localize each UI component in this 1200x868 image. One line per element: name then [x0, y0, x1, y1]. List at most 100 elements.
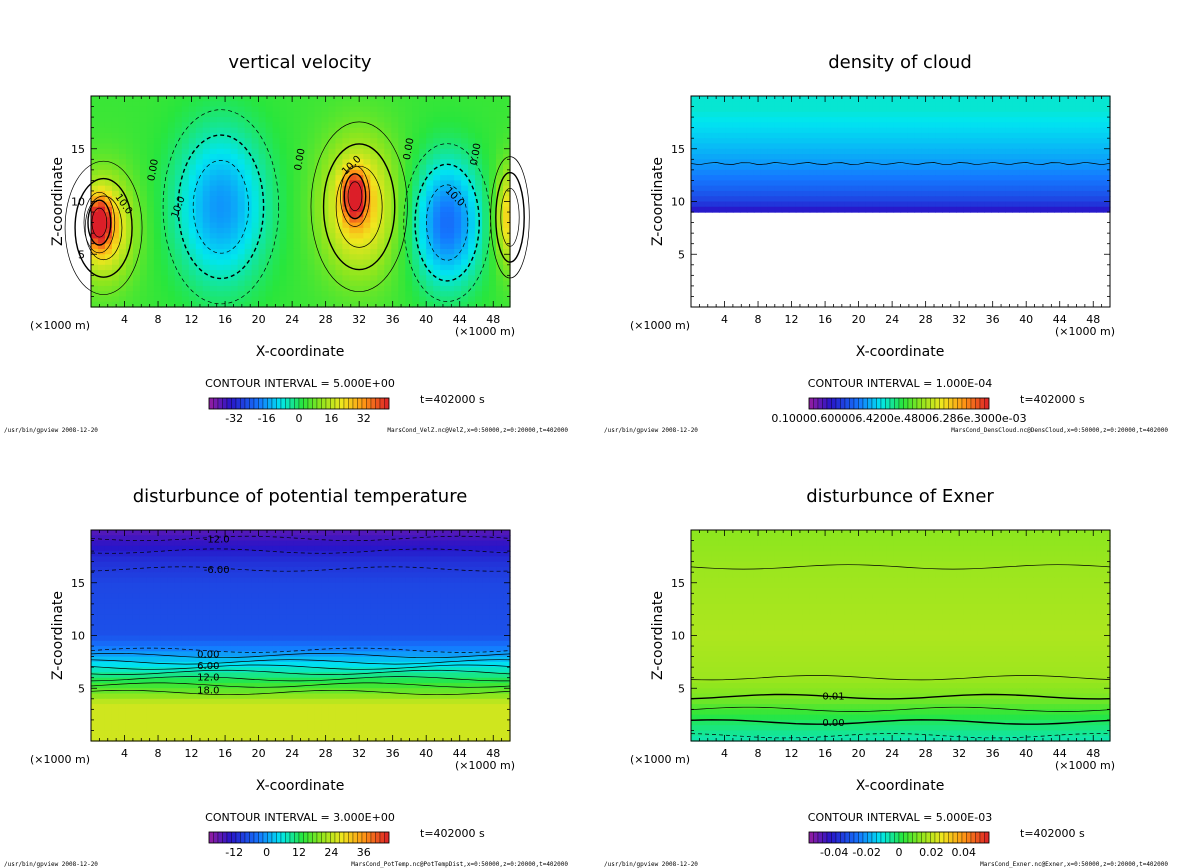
time-label: t=402000 s	[1020, 827, 1085, 840]
x-tick-label: 24	[285, 313, 299, 326]
contour-line	[322, 143, 396, 271]
x-tick-label: 4	[121, 313, 128, 326]
colorbar: -12 0 12 24 36	[208, 831, 390, 859]
colorbar-tick-label: 16	[324, 412, 338, 425]
contour-line	[87, 199, 112, 246]
colorbar-tick-label: -16	[258, 412, 276, 425]
x-tick-label: 32	[352, 313, 366, 326]
contour-line	[64, 160, 143, 295]
contour-line	[74, 177, 133, 278]
contour-line	[90, 659, 511, 665]
contour-line	[83, 191, 116, 254]
x-tick-label: 32	[952, 747, 966, 760]
footer-left: /usr/bin/gpview 2008-12-20	[4, 427, 98, 434]
colorbar-tick-label: 0	[263, 846, 270, 859]
x-axis-label: X-coordinate	[256, 778, 345, 794]
contour-interval: CONTOUR INTERVAL = 5.000E-03	[808, 811, 992, 824]
x-unit-label: (×1000 m)	[630, 753, 690, 766]
x-tick-label: 28	[919, 747, 933, 760]
contour-line	[192, 160, 249, 254]
contour-lines	[90, 535, 511, 696]
colorbar-tick-label: 0.02	[919, 846, 944, 859]
contour-lines	[64, 109, 530, 305]
x-tick-label: 48	[1086, 313, 1100, 326]
colorbar-tick-label: -12	[225, 846, 243, 859]
x-tick-label: 32	[952, 313, 966, 326]
footer-right: MarsCond_DensCloud.nc@DensCloud,x=0:5000…	[951, 427, 1168, 434]
x-tick-label: 36	[386, 313, 400, 326]
contour-label: 0.00	[469, 142, 484, 166]
contour-line	[84, 195, 123, 261]
contour-label: -12.0	[204, 534, 230, 545]
contour-label: 0.00	[402, 137, 417, 161]
y-tick-label: 10	[71, 630, 85, 643]
x-unit-label: (×1000 m)	[1055, 325, 1115, 338]
chart-title: disturbunce of Exner	[806, 486, 994, 507]
y-tick-label: 5	[678, 248, 685, 261]
chart-title: vertical velocity	[228, 52, 372, 73]
contour-line	[90, 676, 510, 682]
footer-left: /usr/bin/gpview 2008-12-20	[4, 861, 98, 868]
x-unit-label: (×1000 m)	[1055, 759, 1115, 772]
contour-line	[690, 693, 1111, 700]
x-tick-label: 40	[419, 313, 433, 326]
contour-line	[90, 664, 511, 670]
time-label: t=402000 s	[420, 393, 485, 406]
y-tick-label: 15	[671, 143, 685, 156]
contour-line	[690, 719, 1111, 725]
x-tick-label: 40	[1019, 313, 1033, 326]
x-tick-label: 48	[1086, 747, 1100, 760]
contour-label: 0.00	[146, 158, 161, 182]
x-tick-label: 44	[1053, 313, 1067, 326]
contour-line	[690, 161, 1111, 166]
footer-left: /usr/bin/gpview 2008-12-20	[604, 427, 698, 434]
contour-line	[690, 706, 1111, 712]
x-tick-label: 12	[785, 313, 799, 326]
colorbar-frame	[208, 831, 390, 844]
colorbar-frame	[808, 397, 990, 410]
contour-line	[162, 109, 280, 305]
heatmap-field	[691, 96, 1111, 213]
colorbar: -32 -16 0 16 32	[208, 397, 390, 425]
contour-label: 18.0	[197, 685, 219, 696]
x-tick-label: 20	[252, 747, 266, 760]
x-tick-label: 4	[721, 747, 728, 760]
colorbar-tick-label: 0.04	[952, 846, 977, 859]
x-tick-label: 36	[986, 747, 1000, 760]
colorbar-tick-label: 0.10000.600006.4200e.48006.286e.3000e-03	[771, 412, 1026, 425]
contour-line	[335, 165, 383, 248]
x-tick-label: 4	[721, 313, 728, 326]
contour-interval: CONTOUR INTERVAL = 1.000E-04	[808, 377, 992, 390]
y-axis-label: Z-coordinate	[650, 591, 666, 680]
y-tick-label: 15	[671, 577, 685, 590]
contour-line	[343, 173, 367, 220]
x-unit-label: (×1000 m)	[455, 325, 515, 338]
x-tick-label: 28	[319, 747, 333, 760]
contour-line	[426, 184, 469, 261]
panel-pottemp: disturbunce of potential temperature -12.…	[4, 486, 568, 868]
x-axis-label: X-coordinate	[856, 344, 945, 360]
footer-right: MarsCond_VelZ.nc@VelZ,x=0:50000,z=0:2000…	[387, 427, 568, 434]
colorbar-tick-label: -0.04	[820, 846, 848, 859]
y-tick-label: 15	[71, 143, 85, 156]
contour-label: 0.00	[197, 649, 219, 660]
y-tick-label: 15	[71, 577, 85, 590]
x-tick-label: 28	[319, 313, 333, 326]
x-tick-label: 8	[155, 313, 162, 326]
x-tick-label: 24	[285, 747, 299, 760]
x-tick-label: 32	[352, 747, 366, 760]
x-unit-label: (×1000 m)	[630, 319, 690, 332]
footer-left: /usr/bin/gpview 2008-12-20	[604, 861, 698, 868]
x-tick-label: 24	[885, 747, 899, 760]
contour-line	[90, 689, 511, 696]
colorbar-frame	[808, 831, 990, 844]
y-tick-label: 10	[671, 196, 685, 209]
heatmap-field	[91, 96, 511, 308]
y-axis-label: Z-coordinate	[50, 591, 66, 680]
y-axis-label: Z-coordinate	[650, 157, 666, 246]
contour-label: 0.00	[293, 148, 308, 172]
contour-label: 0.00	[822, 718, 844, 729]
x-tick-label: 48	[486, 313, 500, 326]
